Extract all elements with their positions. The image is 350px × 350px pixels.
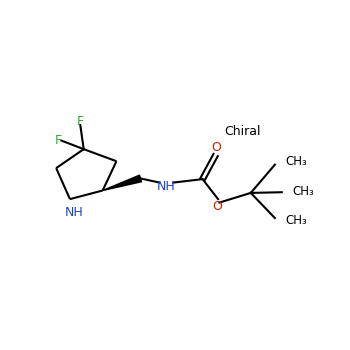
- Text: O: O: [212, 141, 222, 154]
- Text: CH₃: CH₃: [292, 185, 314, 198]
- Text: NH: NH: [157, 180, 176, 193]
- Text: CH₃: CH₃: [285, 214, 307, 227]
- Text: F: F: [54, 134, 62, 147]
- Text: Chiral: Chiral: [224, 125, 260, 139]
- Text: CH₃: CH₃: [285, 155, 307, 168]
- Text: F: F: [77, 115, 84, 128]
- Polygon shape: [103, 175, 142, 190]
- Text: NH: NH: [65, 206, 83, 219]
- Text: O: O: [212, 200, 222, 213]
